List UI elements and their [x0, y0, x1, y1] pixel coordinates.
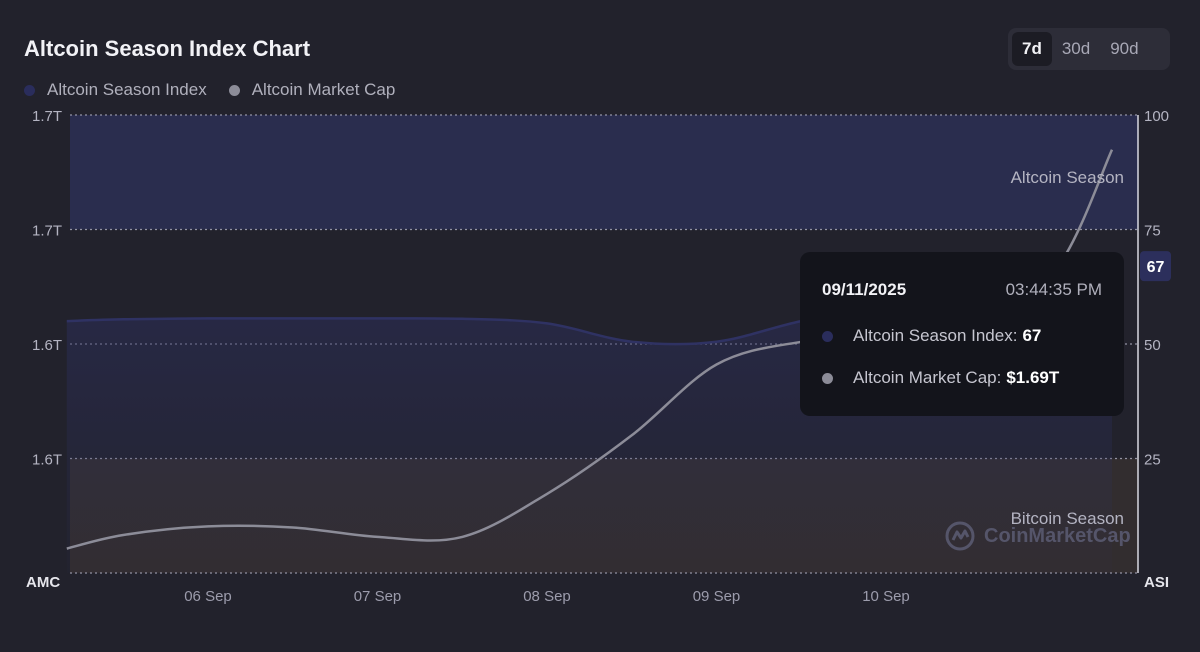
y-left-tick-label: 1.6T	[32, 337, 62, 354]
y-right-tick-label: 75	[1144, 223, 1161, 240]
tooltip-index-value: 67	[1022, 326, 1042, 345]
current-value-badge: 67	[1140, 251, 1171, 282]
tooltip-dot-index	[822, 330, 833, 342]
legend-item-market-cap[interactable]: Altcoin Market Cap	[228, 80, 396, 100]
band-label-bitcoin-season: Bitcoin Season	[1011, 509, 1124, 528]
tooltip-dot-cap	[822, 372, 833, 384]
range-7d-button[interactable]: 7d	[1012, 32, 1052, 66]
y-left-tick-label: 1.7T	[32, 223, 62, 240]
x-tick-label: 10 Sep	[862, 588, 910, 605]
y-right-tick-label: 50	[1144, 337, 1161, 354]
chart-tooltip: 09/11/2025 03:44:35 PM Altcoin Season In…	[800, 252, 1124, 416]
legend-item-season-index[interactable]: Altcoin Season Index	[24, 80, 207, 100]
y-left-tick-label: 1.7T	[32, 108, 62, 125]
range-90d-button[interactable]: 90d	[1110, 39, 1139, 58]
x-tick-label: 06 Sep	[184, 588, 232, 605]
y-right-tick-label: 100	[1144, 108, 1169, 125]
tooltip-cap-label: Altcoin Market Cap:	[853, 368, 1002, 387]
page-title: Altcoin Season Index Chart	[24, 36, 311, 61]
x-tick-label: 08 Sep	[523, 588, 571, 605]
current-value-badge-bg	[1140, 251, 1171, 282]
range-30d-button[interactable]: 30d	[1061, 39, 1091, 58]
legend-label: Altcoin Market Cap	[251, 80, 396, 99]
band-label-altcoin-season: Altcoin Season	[1011, 168, 1124, 187]
band-altcoin-season	[70, 115, 1138, 230]
time-range-selector: 7d 30d 90d	[1008, 28, 1170, 70]
legend-dot-season-index	[24, 84, 35, 96]
current-value-badge-text: 67	[1147, 259, 1165, 276]
tooltip-row-index: Altcoin Season Index: 67	[822, 326, 1102, 346]
x-tick-label: 09 Sep	[693, 588, 741, 605]
y-right-tick-label: 25	[1144, 452, 1161, 469]
tooltip-cap-value: $1.69T	[1006, 368, 1060, 387]
y-right-axis-label: ASI	[1144, 574, 1169, 591]
legend-label: Altcoin Season Index	[47, 80, 207, 99]
y-left-axis-label: AMC	[26, 574, 60, 591]
y-left-tick-label: 1.6T	[32, 452, 62, 469]
coinmarketcap-watermark: CoinMarketCap	[944, 520, 1131, 552]
x-tick-label: 07 Sep	[354, 588, 402, 605]
tooltip-time: 03:44:35 PM	[1005, 280, 1102, 299]
tooltip-index-label: Altcoin Season Index:	[853, 326, 1018, 345]
tooltip-row-cap: Altcoin Market Cap: $1.69T	[822, 368, 1102, 388]
chart-legend: Altcoin Season Index Altcoin Market Cap	[24, 80, 417, 100]
coinmarketcap-logo-icon	[945, 521, 975, 551]
watermark-text: CoinMarketCap	[984, 524, 1131, 547]
legend-dot-market-cap	[228, 84, 240, 96]
tooltip-date: 09/11/2025	[822, 280, 907, 299]
